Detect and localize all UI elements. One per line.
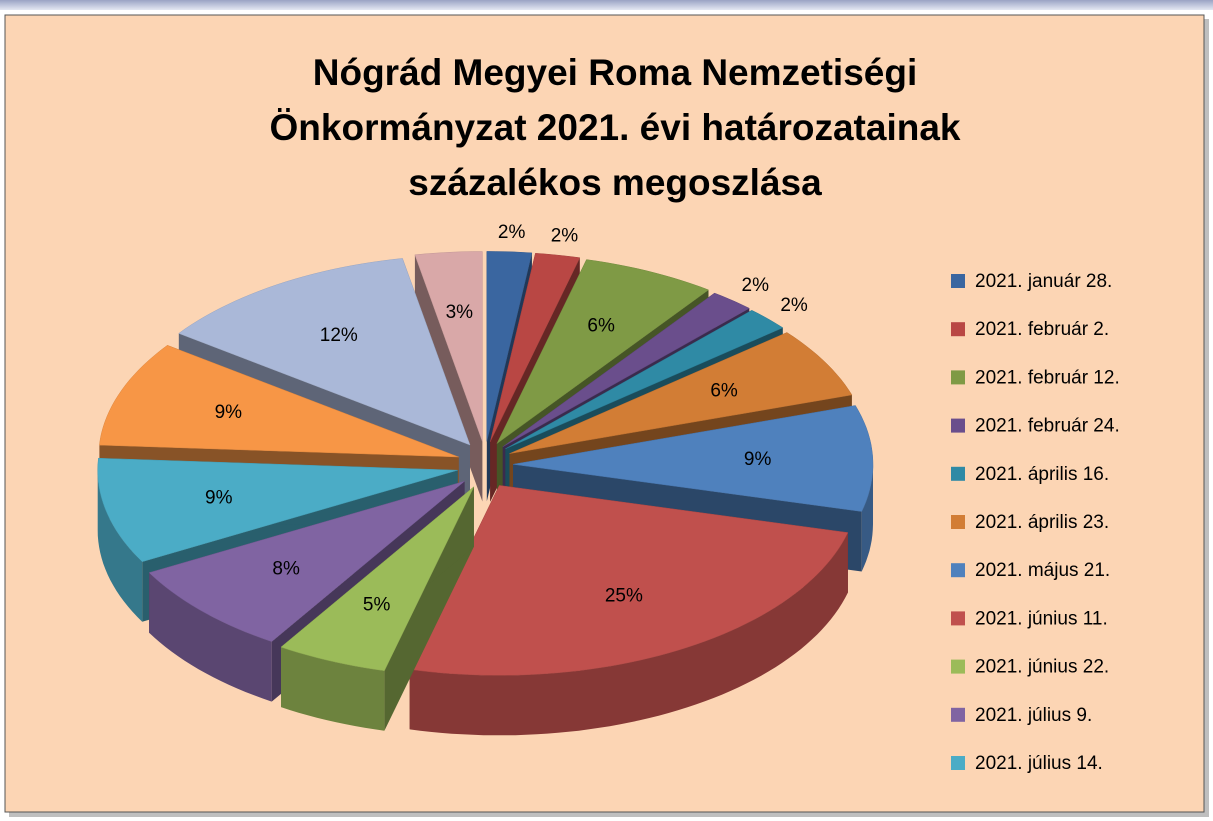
slice [512,405,874,512]
legend-swatch [951,466,965,481]
slice [409,485,849,736]
slice [280,486,475,671]
top-bar [0,0,1213,10]
legend-label: 2021. január 28. [975,271,1112,292]
legend-label: 2021. április 23. [975,512,1109,533]
legend-label: 2021. június 22. [975,657,1109,678]
data-label: 2% [498,222,526,243]
legend-swatch [951,659,965,674]
legend-label: 2021. június 11. [975,608,1108,629]
slice-side [149,572,272,702]
legend-label: 2021. február 12. [975,367,1120,388]
data-label: 8% [272,559,300,580]
legend-label: 2021. február 2. [975,319,1109,340]
data-label: 3% [446,302,474,323]
slice-side [861,464,873,572]
legend-label: 2021. május 21. [975,560,1110,581]
data-label: 5% [363,594,391,615]
slice [97,457,458,562]
legend-label: 2021. április 16. [975,464,1109,485]
legend-swatch [951,707,965,722]
slice-side [97,470,143,622]
data-label: 9% [215,402,243,423]
slice [502,292,750,448]
slice [99,345,459,458]
slice [509,332,853,454]
data-label: 6% [710,380,738,401]
legend: 2021. január 28. 2021. február 2. 2021. fe… [951,271,1120,774]
legend-swatch [951,611,965,626]
slice [489,253,581,442]
slice [178,258,471,446]
slice-side [281,647,385,731]
legend-swatch [951,322,965,337]
legend-swatch [951,274,965,288]
data-label: 2% [742,275,770,296]
data-label: 6% [587,316,615,337]
data-label: 9% [744,449,772,470]
data-label: 25% [605,586,643,607]
slice [486,251,533,442]
slice [409,485,849,676]
slice [148,480,465,642]
legend-label: 2021. február 24. [975,416,1120,437]
legend-swatch [951,418,965,433]
slice [280,486,475,731]
chart-title: Nógrád Megyei Roma Nemzetiségi Önkormányz… [270,52,961,203]
pie: 2% 2% 6% 2% 2% 6% 9% 25% 5% 8% 9% 9% 12% 3% [97,222,874,736]
data-label: 12% [320,325,358,346]
legend-swatch [951,515,965,529]
data-label: 2% [551,225,579,246]
legend-label: 2021. július 14. [975,753,1103,774]
slice-side [409,532,848,736]
data-label: 9% [205,487,233,508]
slice [496,259,710,444]
legend-swatch [951,756,965,770]
data-label: 2% [780,295,808,316]
legend-swatch [951,370,965,385]
legend-swatch [951,563,965,578]
slice [414,251,483,442]
legend-label: 2021. július 9. [975,705,1092,726]
slice [505,310,784,450]
